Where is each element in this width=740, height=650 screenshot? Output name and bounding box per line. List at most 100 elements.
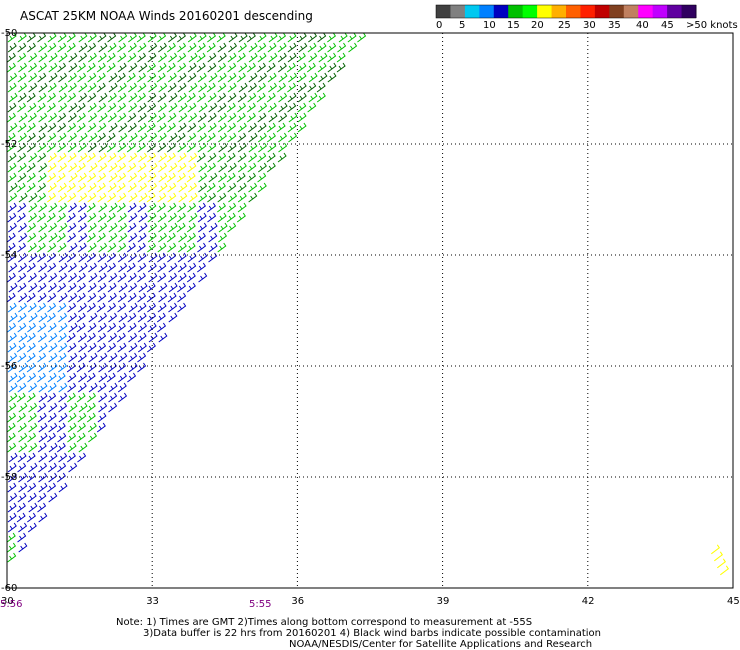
- wind-barb: [67, 222, 77, 233]
- wind-barb: [87, 122, 97, 133]
- wind-barb: [257, 172, 267, 183]
- wind-barb: [17, 272, 27, 283]
- wind-barb: [107, 102, 117, 113]
- wind-barb: [96, 62, 106, 73]
- wind-barb: [208, 242, 218, 253]
- wind-barb: [127, 162, 137, 173]
- wind-barb: [287, 42, 297, 53]
- wind-barb: [87, 182, 97, 193]
- wind-barb: [76, 272, 86, 283]
- wind-barb: [26, 292, 36, 303]
- wind-barb: [47, 242, 57, 253]
- wind-barb: [47, 152, 57, 163]
- wind-barb: [266, 62, 276, 73]
- wind-barb: [158, 42, 167, 53]
- wind-barb: [218, 232, 228, 243]
- wind-barb: [158, 52, 168, 63]
- wind-barb: [97, 282, 107, 293]
- wind-barb: [56, 472, 66, 483]
- wind-barb: [717, 558, 726, 569]
- wind-barb: [76, 122, 86, 133]
- wind-barb: [158, 162, 168, 173]
- wind-barb: [68, 132, 78, 143]
- wind-barb: [96, 422, 106, 433]
- wind-barb: [37, 322, 47, 333]
- wind-barb: [206, 132, 216, 143]
- wind-barb: [147, 242, 157, 253]
- wind-barb: [97, 172, 107, 183]
- wind-barb: [128, 102, 138, 113]
- wind-barb: [158, 82, 168, 93]
- wind-barb: [266, 122, 276, 133]
- wind-barb: [16, 182, 26, 193]
- wind-barb: [7, 162, 17, 173]
- wind-barb: [237, 192, 247, 203]
- wind-barb: [207, 62, 217, 73]
- wind-barb: [246, 62, 256, 73]
- wind-barb: [118, 352, 128, 363]
- wind-barb: [18, 112, 28, 123]
- wind-barb: [117, 92, 127, 103]
- legend-label: 15: [507, 20, 520, 31]
- wind-barb: [198, 252, 208, 263]
- wind-barb: [186, 172, 196, 183]
- wind-barb: [78, 132, 88, 143]
- wind-barb: [98, 242, 108, 253]
- wind-barb: [268, 52, 278, 63]
- wind-barb: [38, 122, 48, 133]
- wind-barb: [96, 72, 106, 83]
- wind-barb: [217, 72, 227, 83]
- wind-barb: [137, 352, 147, 363]
- color-scale-swatch: [681, 5, 697, 18]
- wind-barb: [137, 342, 147, 353]
- wind-barb: [197, 222, 207, 233]
- legend-label: 30: [583, 20, 596, 31]
- wind-barb: [237, 42, 247, 53]
- wind-barb: [27, 42, 36, 53]
- wind-barb: [76, 102, 86, 113]
- wind-barb: [238, 62, 248, 73]
- wind-barb: [126, 72, 136, 83]
- wind-barb: [186, 142, 196, 153]
- wind-barb: [68, 322, 78, 333]
- wind-barb: [198, 162, 208, 173]
- wind-barb: [97, 332, 107, 343]
- wind-barb: [157, 262, 167, 273]
- wind-barb: [217, 92, 227, 103]
- wind-barb: [78, 442, 88, 453]
- wind-barb: [237, 122, 247, 133]
- wind-barb: [177, 152, 187, 163]
- wind-barb: [97, 33, 107, 43]
- wind-barb: [156, 202, 166, 213]
- wind-barb: [77, 182, 87, 193]
- wind-barb: [58, 452, 68, 463]
- wind-barb: [157, 192, 167, 203]
- wind-barb: [137, 112, 147, 123]
- wind-barb: [248, 122, 258, 133]
- color-scale-swatch: [667, 5, 683, 18]
- wind-barb: [28, 62, 38, 73]
- wind-barb: [8, 382, 18, 393]
- wind-barb: [97, 322, 107, 333]
- wind-barb: [7, 172, 17, 183]
- wind-barb: [57, 42, 67, 53]
- wind-barb: [57, 182, 67, 193]
- wind-barb: [27, 522, 37, 533]
- wind-barb: [127, 222, 137, 233]
- wind-barb: [7, 102, 17, 113]
- wind-barb: [27, 222, 37, 233]
- color-scale-swatch: [551, 5, 567, 18]
- wind-barb: [17, 242, 27, 253]
- note-line-3: NOAA/NESDIS/Center for Satellite Applica…: [289, 639, 593, 650]
- wind-barb: [197, 112, 207, 123]
- wind-barb: [86, 302, 96, 313]
- wind-barb: [27, 302, 37, 313]
- wind-barb: [17, 142, 27, 153]
- wind-barb: [107, 192, 117, 203]
- wind-barb: [197, 72, 207, 83]
- wind-barb: [47, 122, 57, 133]
- wind-barb: [297, 92, 307, 103]
- wind-barb: [128, 82, 137, 93]
- wind-barb: [47, 132, 57, 143]
